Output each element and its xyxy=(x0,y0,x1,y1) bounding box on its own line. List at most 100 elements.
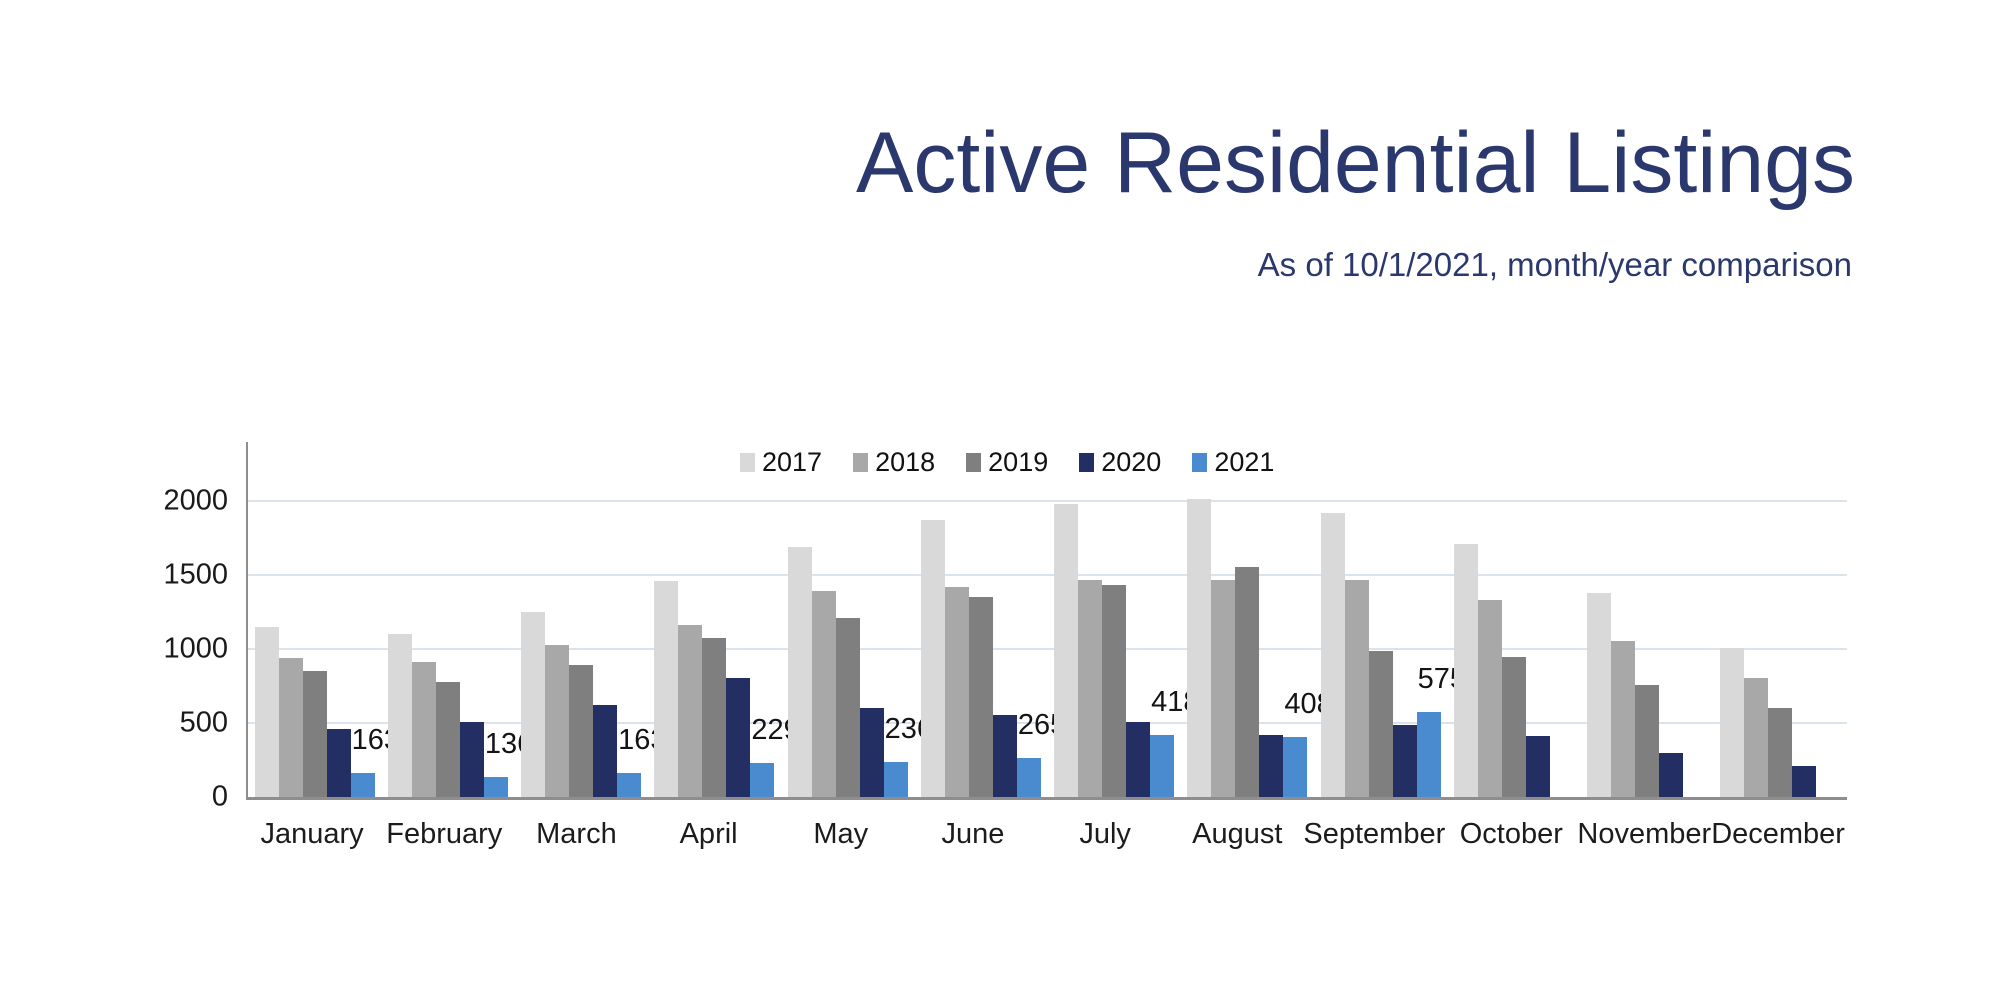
bar-january-2019 xyxy=(302,671,327,797)
x-axis-label-february: February xyxy=(386,818,503,850)
bar-slot-october-2020 xyxy=(1525,442,1550,797)
bar-july-2019 xyxy=(1102,584,1127,797)
bar-group-may: 236 xyxy=(781,442,933,797)
bar-slot-november-2020 xyxy=(1659,442,1684,797)
bar-february-2017 xyxy=(387,634,412,797)
y-axis-tick-1000: 1000 xyxy=(163,632,228,665)
bar-september-2020 xyxy=(1392,725,1417,797)
x-axis-label-july: July xyxy=(1079,818,1131,850)
legend-label-2018: 2018 xyxy=(875,447,936,477)
legend-item-2020: 2020 xyxy=(1079,447,1161,478)
y-axis-tick-500: 500 xyxy=(179,706,228,739)
x-axis-label-june: June xyxy=(941,818,1005,850)
x-axis-label-september: September xyxy=(1303,818,1446,850)
bar-march-2018 xyxy=(545,644,570,797)
legend-swatch-2017-icon xyxy=(740,453,755,472)
bar-february-2020 xyxy=(459,721,484,797)
bar-group-january: 163 xyxy=(248,442,400,797)
bar-august-2021 xyxy=(1283,736,1308,797)
gridline-2000 xyxy=(248,500,1847,503)
bar-slot-may-2020 xyxy=(859,442,884,797)
bar-slot-march-2018 xyxy=(545,442,570,797)
legend-label-2017: 2017 xyxy=(762,447,823,477)
bar-slot-september-2021: 575 xyxy=(1416,442,1466,797)
bar-slot-december-2019 xyxy=(1768,442,1793,797)
bar-slot-april-2018 xyxy=(678,442,703,797)
bar-slot-february-2018 xyxy=(411,442,436,797)
bar-june-2018 xyxy=(944,586,969,797)
legend-item-2017: 2017 xyxy=(740,447,822,478)
x-axis-label-may: May xyxy=(813,818,869,850)
bar-slot-august-2020 xyxy=(1259,442,1284,797)
bar-april-2021 xyxy=(750,763,775,797)
x-axis-label-march: March xyxy=(536,818,617,850)
bar-group-february: 136 xyxy=(381,442,533,797)
bar-september-2019 xyxy=(1368,651,1393,797)
bar-slot-june-2019 xyxy=(968,442,993,797)
bar-june-2017 xyxy=(920,520,945,797)
bar-august-2019 xyxy=(1235,567,1260,797)
bar-july-2018 xyxy=(1078,580,1103,797)
bar-slot-january-2020 xyxy=(326,442,351,797)
bar-november-2017 xyxy=(1587,592,1612,797)
bar-june-2020 xyxy=(992,714,1017,797)
bar-slot-january-2021: 163 xyxy=(350,442,400,797)
bar-slot-april-2019 xyxy=(702,442,727,797)
gridline-1500 xyxy=(248,574,1847,577)
bar-group-march: 163 xyxy=(515,442,667,797)
bar-slot-october-2021 xyxy=(1550,442,1574,797)
bar-slot-march-2021: 163 xyxy=(617,442,667,797)
bar-slot-may-2017 xyxy=(787,442,812,797)
bar-january-2017 xyxy=(254,626,279,797)
bar-slot-july-2019 xyxy=(1102,442,1127,797)
legend-swatch-2021-icon xyxy=(1192,453,1208,472)
legend-label-2020: 2020 xyxy=(1101,447,1162,477)
bar-slot-april-2020 xyxy=(726,442,751,797)
legend-swatch-2019-icon xyxy=(966,453,982,472)
bar-january-2018 xyxy=(278,657,303,797)
bar-slot-may-2018 xyxy=(811,442,836,797)
bar-november-2020 xyxy=(1659,752,1684,797)
legend-label-2019: 2019 xyxy=(988,447,1049,477)
bar-december-2017 xyxy=(1720,648,1745,797)
bar-group-july: 418 xyxy=(1048,442,1200,797)
bar-march-2020 xyxy=(593,705,618,797)
legend-label-2021: 2021 xyxy=(1214,447,1275,477)
bar-slot-december-2017 xyxy=(1720,442,1745,797)
bar-slot-june-2017 xyxy=(920,442,945,797)
bar-slot-july-2021: 418 xyxy=(1150,442,1200,797)
y-axis-tick-0: 0 xyxy=(211,780,228,813)
bar-february-2019 xyxy=(435,681,460,797)
bar-july-2017 xyxy=(1054,504,1079,797)
bar-slot-october-2017 xyxy=(1453,442,1478,797)
bar-slot-february-2020 xyxy=(459,442,484,797)
bar-august-2020 xyxy=(1259,734,1284,797)
bar-slot-june-2018 xyxy=(944,442,969,797)
plot-area: 163 136 163 229 236 265 418 408 575 xyxy=(246,442,1847,800)
bar-march-2017 xyxy=(521,612,546,797)
bar-september-2021 xyxy=(1416,711,1441,797)
bar-september-2018 xyxy=(1344,580,1369,797)
bar-december-2019 xyxy=(1768,708,1793,797)
legend-swatch-2018-icon xyxy=(853,453,869,472)
gridline-1000 xyxy=(248,648,1847,651)
bar-slot-march-2020 xyxy=(593,442,618,797)
bar-slot-april-2021: 229 xyxy=(750,442,800,797)
bar-slot-august-2017 xyxy=(1187,442,1212,797)
bar-march-2021 xyxy=(617,772,642,797)
bar-group-november xyxy=(1581,442,1714,797)
bar-group-december xyxy=(1714,442,1847,797)
bar-slot-july-2018 xyxy=(1078,442,1103,797)
bar-slot-october-2018 xyxy=(1477,442,1502,797)
bar-slot-november-2019 xyxy=(1635,442,1660,797)
bar-slot-january-2018 xyxy=(278,442,303,797)
bar-slot-september-2017 xyxy=(1320,442,1345,797)
bar-slot-january-2019 xyxy=(302,442,327,797)
bar-june-2021 xyxy=(1016,757,1041,797)
bar-september-2017 xyxy=(1320,513,1345,797)
bar-april-2017 xyxy=(654,581,679,797)
bar-january-2020 xyxy=(326,728,351,797)
x-axis-label-august: August xyxy=(1192,818,1283,850)
bar-october-2020 xyxy=(1525,735,1550,797)
bar-june-2019 xyxy=(968,597,993,797)
